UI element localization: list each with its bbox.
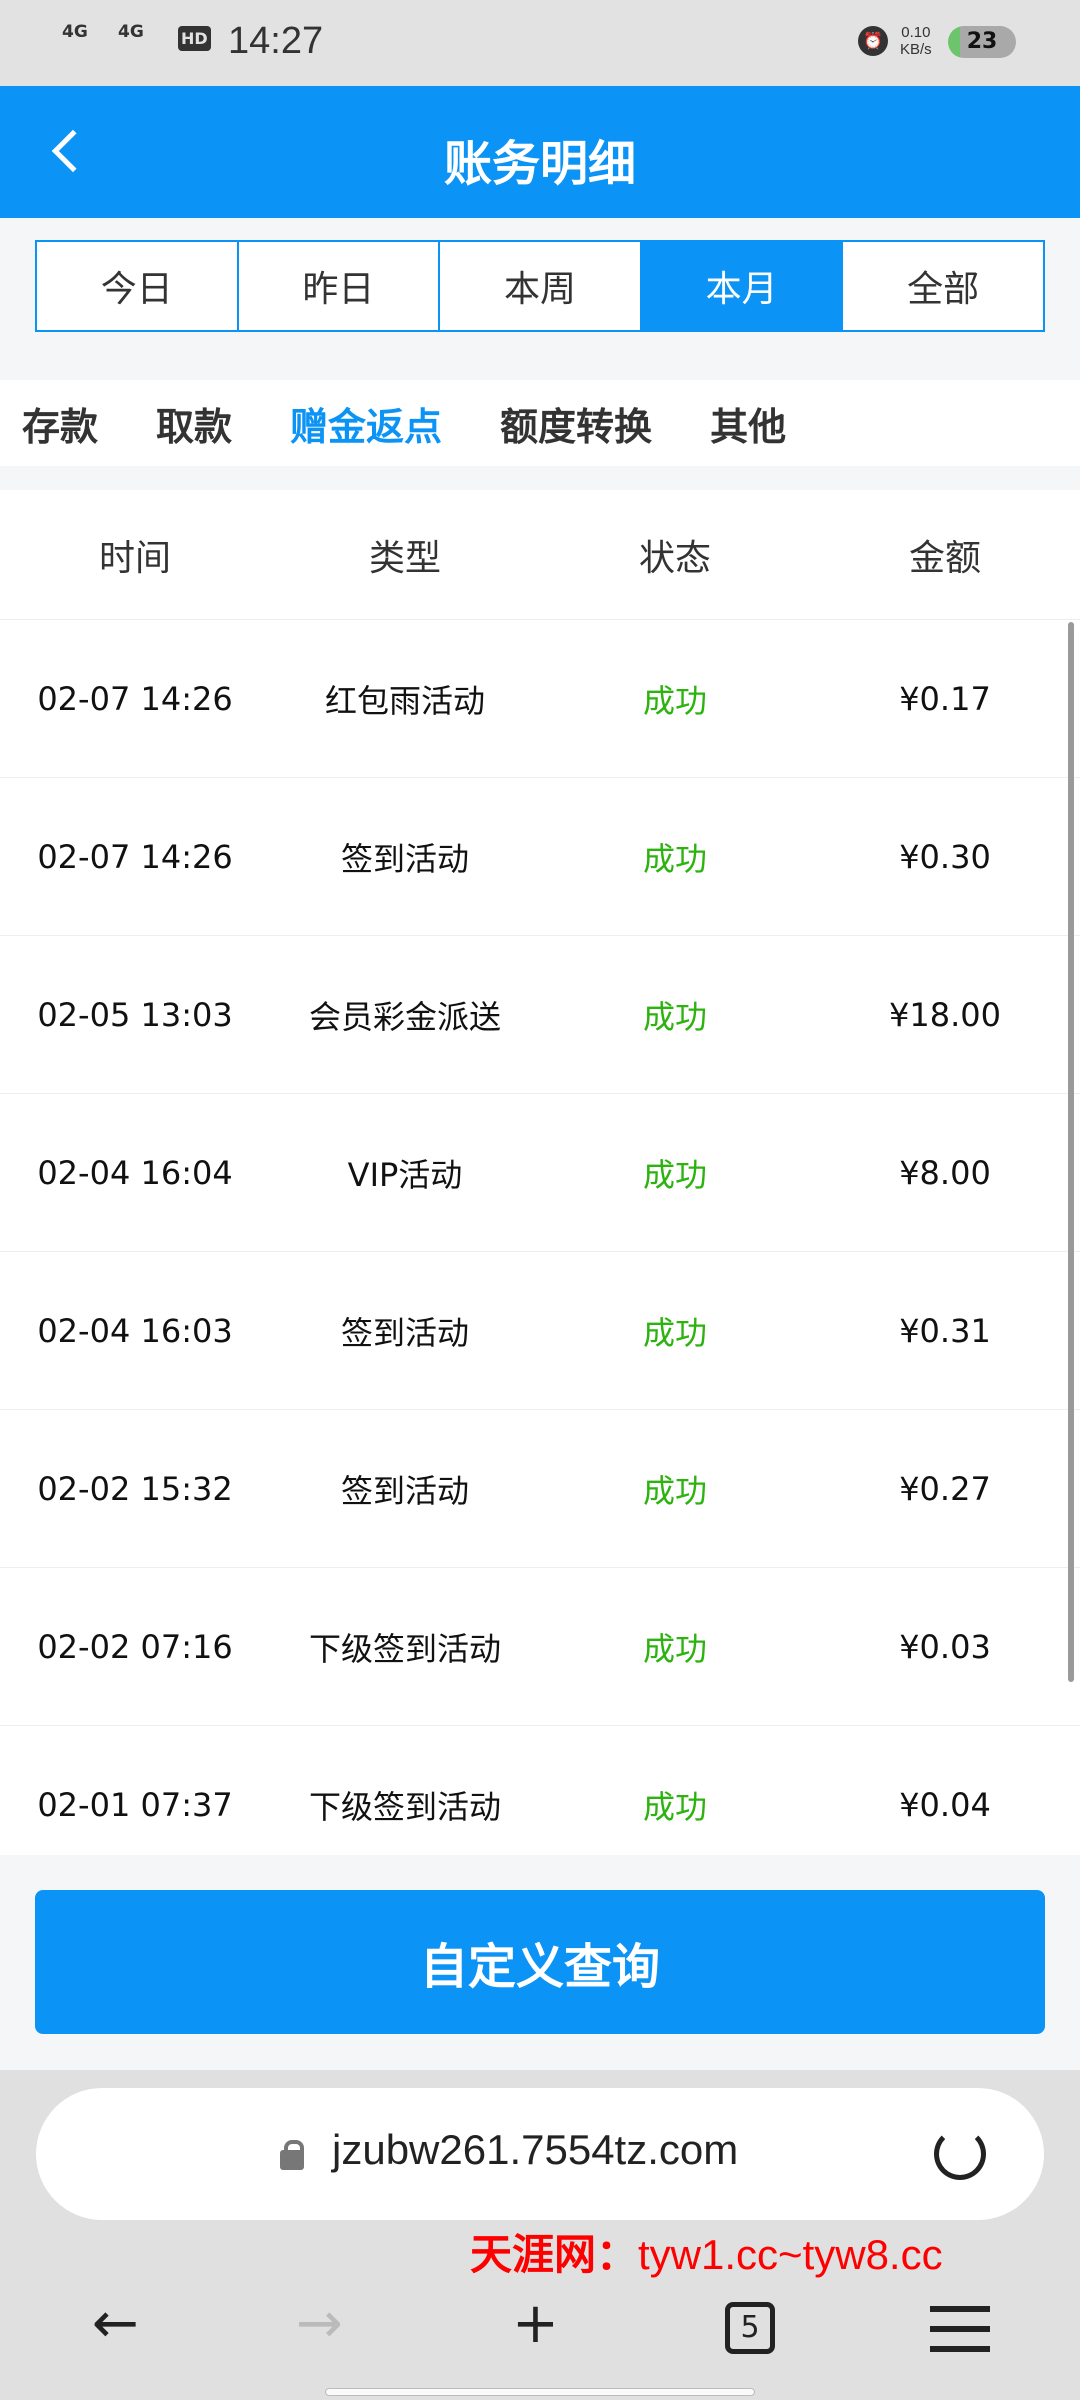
page-title: 账务明细 bbox=[443, 136, 636, 192]
cell-type: 签到活动 bbox=[340, 839, 469, 878]
tab-other[interactable]: 其他 bbox=[710, 404, 787, 449]
browser-toolbar: jzubw261.7554tz.com 天涯网：tyw1.cc~tyw8.cc … bbox=[0, 2070, 1080, 2400]
cell-type: 红包雨活动 bbox=[324, 681, 485, 720]
tab-deposit[interactable]: 存款 bbox=[22, 404, 99, 449]
tab-all[interactable]: 全部 bbox=[907, 269, 980, 310]
table-row[interactable]: 02-02 15:32 签到活动 成功 ¥0.27 bbox=[0, 1410, 1080, 1568]
alarm-icon: ⏰ bbox=[858, 26, 888, 56]
cell-type: VIP活动 bbox=[347, 1155, 463, 1194]
date-range-tabs: 今日 昨日 本周 本月 全部 bbox=[35, 240, 1045, 332]
battery-indicator: 23 bbox=[948, 26, 1016, 58]
cell-type: 下级签到活动 bbox=[308, 1787, 501, 1826]
transactions-table: 时间 类型 状态 金额 02-07 14:26 红包雨活动 成功 ¥0.17 02-07… bbox=[0, 490, 1080, 1855]
table-row[interactable]: 02-02 07:16 下级签到活动 成功 ¥0.03 bbox=[0, 1568, 1080, 1726]
home-indicator[interactable] bbox=[325, 2388, 755, 2396]
table-row[interactable]: 02-07 14:26 红包雨活动 成功 ¥0.17 bbox=[0, 620, 1080, 778]
network-indicator: 4G bbox=[62, 22, 88, 42]
table-row[interactable]: 02-01 07:37 下级签到活动 成功 ¥0.04 bbox=[0, 1726, 1080, 1855]
cell-type: 会员彩金派送 bbox=[308, 997, 501, 1036]
column-status: 状态 bbox=[638, 537, 711, 579]
cell-status: 成功 bbox=[642, 681, 707, 720]
custom-query-button[interactable]: 自定义查询 bbox=[35, 1890, 1045, 2034]
cell-type: 下级签到活动 bbox=[308, 1629, 501, 1668]
cell-time: 02-05 13:03 bbox=[37, 995, 233, 1034]
cell-type: 签到活动 bbox=[340, 1471, 469, 1510]
tab-bonus-rebate[interactable]: 赠金返点 bbox=[290, 404, 443, 449]
hd-icon: HD bbox=[178, 26, 211, 51]
cell-status: 成功 bbox=[642, 1471, 707, 1510]
cell-time: 02-02 07:16 bbox=[37, 1627, 233, 1666]
cell-status: 成功 bbox=[642, 997, 707, 1036]
cell-amount: ¥0.17 bbox=[899, 679, 991, 718]
cell-time: 02-02 15:32 bbox=[37, 1469, 233, 1508]
table-row[interactable]: 02-05 13:03 会员彩金派送 成功 ¥18.00 bbox=[0, 936, 1080, 1094]
tab-yesterday[interactable]: 昨日 bbox=[239, 242, 441, 330]
watermark: 天涯网：tyw1.cc~tyw8.cc bbox=[470, 2231, 943, 2278]
cell-status: 成功 bbox=[642, 839, 707, 878]
network-speed: 0.10 KB/s bbox=[900, 24, 932, 58]
cell-amount: ¥0.04 bbox=[899, 1785, 991, 1824]
tabs-count-button[interactable]: 5 bbox=[725, 2302, 775, 2354]
column-time: 时间 bbox=[98, 537, 171, 579]
url-text[interactable]: jzubw261.7554tz.com bbox=[332, 2126, 739, 2173]
cell-time: 02-01 07:37 bbox=[37, 1785, 233, 1824]
cell-time: 02-07 14:26 bbox=[37, 837, 233, 876]
lock-icon bbox=[280, 2140, 304, 2170]
clock: 14:27 bbox=[228, 20, 324, 62]
scrollbar[interactable] bbox=[1068, 622, 1074, 1682]
table-header: 时间 类型 状态 金额 bbox=[0, 490, 1080, 620]
cell-time: 02-07 14:26 bbox=[37, 679, 233, 718]
network-indicator-2: 4G bbox=[118, 22, 144, 42]
tab-transfer[interactable]: 额度转换 bbox=[500, 404, 653, 449]
cell-status: 成功 bbox=[642, 1629, 707, 1668]
plus-icon[interactable]: + bbox=[512, 2291, 559, 2356]
column-amount: 金额 bbox=[908, 537, 981, 579]
menu-icon[interactable] bbox=[930, 2306, 990, 2352]
cell-time: 02-04 16:03 bbox=[37, 1311, 233, 1350]
cell-amount: ¥0.30 bbox=[899, 837, 991, 876]
cell-status: 成功 bbox=[642, 1313, 707, 1352]
table-row[interactable]: 02-04 16:03 签到活动 成功 ¥0.31 bbox=[0, 1252, 1080, 1410]
table-row[interactable]: 02-07 14:26 签到活动 成功 ¥0.30 bbox=[0, 778, 1080, 936]
table-body: 02-07 14:26 红包雨活动 成功 ¥0.17 02-07 14:26 签到活动 成功… bbox=[0, 620, 1080, 1855]
tab-this-week[interactable]: 本周 bbox=[440, 242, 642, 330]
cell-amount: ¥0.31 bbox=[899, 1311, 991, 1350]
tab-today[interactable]: 今日 bbox=[37, 242, 239, 330]
table-row[interactable]: 02-04 16:04 VIP活动 成功 ¥8.00 bbox=[0, 1094, 1080, 1252]
cell-amount: ¥0.27 bbox=[899, 1469, 991, 1508]
cell-status: 成功 bbox=[642, 1155, 707, 1194]
cell-amount: ¥18.00 bbox=[889, 995, 1001, 1034]
tab-this-month[interactable]: 本月 bbox=[641, 242, 844, 330]
app-header: 账务明细 bbox=[0, 86, 1080, 218]
address-bar[interactable]: jzubw261.7554tz.com bbox=[36, 2088, 1044, 2220]
reload-icon[interactable] bbox=[934, 2128, 986, 2180]
tab-withdraw[interactable]: 取款 bbox=[156, 404, 233, 449]
cell-type: 签到活动 bbox=[340, 1313, 469, 1352]
cell-time: 02-04 16:04 bbox=[37, 1153, 233, 1192]
status-bar: 4G 4G HD 14:27 ⏰ 0.10 KB/s 23 bbox=[0, 0, 1080, 86]
category-tabs: 存款 取款 赠金返点 额度转换 其他 bbox=[0, 380, 1080, 466]
forward-arrow-icon[interactable]: → bbox=[296, 2291, 343, 2356]
column-type: 类型 bbox=[368, 537, 441, 579]
cell-amount: ¥0.03 bbox=[899, 1627, 991, 1666]
back-arrow-icon[interactable]: ← bbox=[92, 2291, 139, 2356]
cell-status: 成功 bbox=[642, 1787, 707, 1826]
cell-amount: ¥8.00 bbox=[899, 1153, 991, 1192]
